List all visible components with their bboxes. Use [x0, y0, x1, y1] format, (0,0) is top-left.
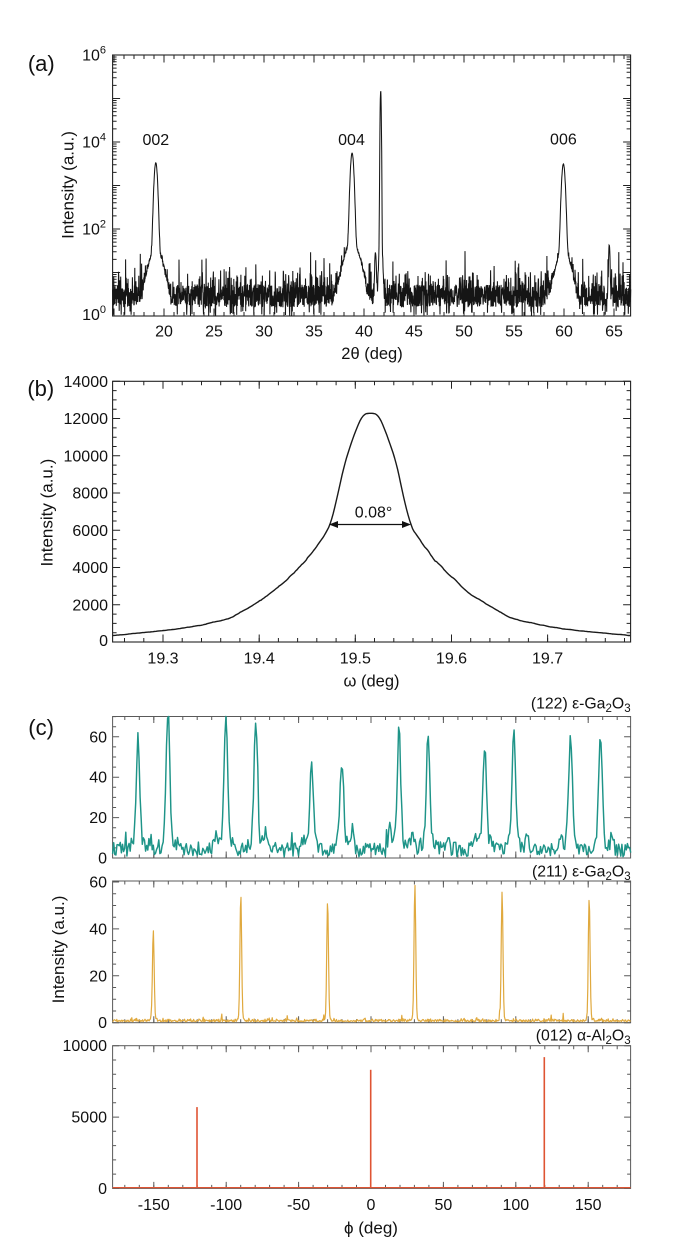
svg-text:-100: -100: [210, 1197, 242, 1214]
svg-text:14000: 14000: [64, 374, 109, 391]
svg-text:40: 40: [89, 921, 107, 938]
svg-text:002: 002: [142, 132, 169, 149]
svg-text:0: 0: [367, 1197, 376, 1214]
svg-text:150: 150: [575, 1197, 602, 1214]
svg-text:Intensity (a.u.): Intensity (a.u.): [38, 459, 57, 567]
svg-text:55: 55: [505, 324, 523, 341]
svg-text:10000: 10000: [63, 1038, 108, 1055]
svg-text:ω (deg): ω (deg): [344, 673, 400, 691]
svg-text:(012) α-Al2O3: (012) α-Al2O3: [536, 1028, 631, 1048]
svg-text:(c): (c): [28, 715, 54, 740]
svg-text:2θ (deg): 2θ (deg): [341, 345, 402, 363]
svg-text:5000: 5000: [71, 1110, 107, 1127]
svg-text:10000: 10000: [64, 448, 109, 465]
svg-text:(b): (b): [27, 376, 54, 401]
svg-text:60: 60: [555, 324, 573, 341]
svg-text:0: 0: [99, 633, 108, 650]
svg-text:20: 20: [89, 810, 107, 827]
svg-text:Intensity (a.u.): Intensity (a.u.): [49, 896, 68, 1004]
svg-text:19.3: 19.3: [147, 650, 178, 667]
svg-text:60: 60: [89, 729, 107, 746]
svg-text:35: 35: [305, 324, 323, 341]
svg-text:65: 65: [605, 324, 623, 341]
svg-text:12000: 12000: [64, 411, 109, 428]
svg-text:0: 0: [98, 851, 107, 868]
svg-text:20: 20: [155, 324, 173, 341]
svg-text:0: 0: [98, 1181, 107, 1198]
svg-text:6000: 6000: [72, 523, 108, 540]
svg-text:Intensity (a.u.): Intensity (a.u.): [59, 131, 78, 239]
svg-text:20: 20: [89, 968, 107, 985]
svg-text:60: 60: [89, 875, 107, 892]
svg-text:40: 40: [89, 770, 107, 787]
svg-text:ϕ (deg): ϕ (deg): [344, 1219, 398, 1238]
svg-text:(a): (a): [28, 51, 55, 76]
svg-text:30: 30: [255, 324, 273, 341]
svg-text:4000: 4000: [72, 560, 108, 577]
svg-text:(122) ε-Ga2O3: (122) ε-Ga2O3: [531, 696, 631, 716]
svg-text:004: 004: [338, 132, 365, 149]
svg-text:19.5: 19.5: [340, 650, 371, 667]
svg-text:19.4: 19.4: [244, 650, 275, 667]
svg-text:0: 0: [98, 1015, 107, 1032]
svg-text:100: 100: [502, 1197, 529, 1214]
svg-text:2000: 2000: [72, 597, 108, 614]
svg-text:8000: 8000: [72, 486, 108, 503]
svg-text:0.08°: 0.08°: [355, 505, 393, 522]
svg-text:006: 006: [550, 131, 577, 148]
svg-text:50: 50: [435, 1197, 453, 1214]
svg-text:19.7: 19.7: [532, 650, 563, 667]
svg-text:50: 50: [455, 324, 473, 341]
svg-text:40: 40: [355, 324, 373, 341]
svg-text:45: 45: [405, 324, 423, 341]
svg-text:19.6: 19.6: [436, 650, 467, 667]
svg-text:25: 25: [205, 324, 223, 341]
svg-text:-50: -50: [287, 1197, 310, 1214]
svg-text:-150: -150: [138, 1197, 170, 1214]
svg-text:(211) ε-Ga2O3: (211) ε-Ga2O3: [532, 864, 631, 884]
